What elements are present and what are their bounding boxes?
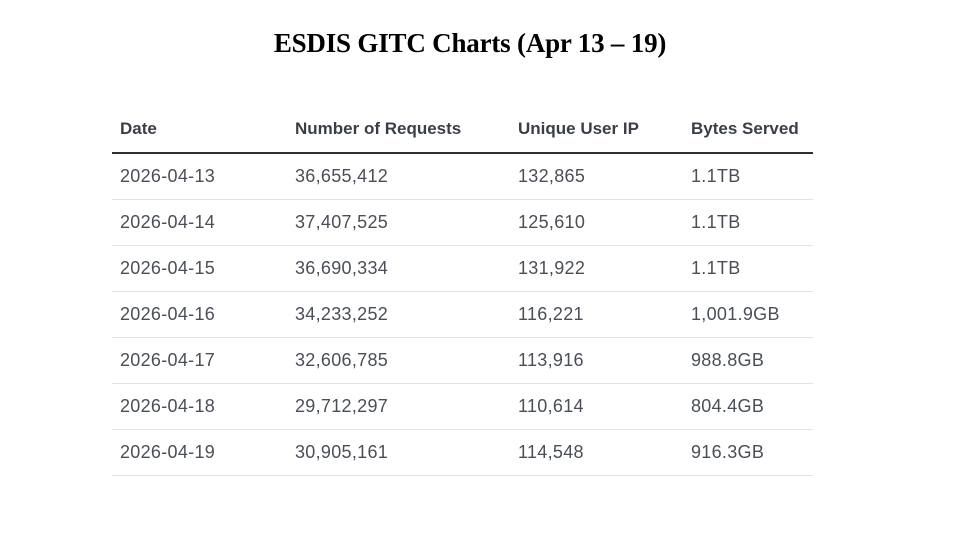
table-row: 2026-04-15 36,690,334 131,922 1.1TB (112, 245, 813, 292)
cell-date: 2026-04-13 (112, 153, 287, 200)
table-row: 2026-04-19 30,905,161 114,548 916.3GB (112, 429, 813, 476)
cell-unique-ip: 113,916 (510, 337, 683, 384)
cell-date: 2026-04-18 (112, 383, 287, 430)
table-row: 2026-04-18 29,712,297 110,614 804.4GB (112, 383, 813, 430)
column-header-date: Date (112, 106, 287, 154)
cell-requests: 30,905,161 (287, 429, 510, 476)
column-header-requests: Number of Requests (287, 106, 510, 154)
table-row: 2026-04-13 36,655,412 132,865 1.1TB (112, 153, 813, 200)
cell-bytes: 1,001.9GB (683, 291, 813, 338)
cell-requests: 36,690,334 (287, 245, 510, 292)
column-header-bytes: Bytes Served (683, 106, 813, 154)
cell-unique-ip: 110,614 (510, 383, 683, 430)
cell-date: 2026-04-16 (112, 291, 287, 338)
cell-date: 2026-04-17 (112, 337, 287, 384)
cell-requests: 36,655,412 (287, 153, 510, 200)
stats-table-container: Date Number of Requests Unique User IP B… (112, 106, 813, 476)
stats-table: Date Number of Requests Unique User IP B… (112, 106, 813, 476)
cell-bytes: 916.3GB (683, 429, 813, 476)
cell-unique-ip: 114,548 (510, 429, 683, 476)
table-row: 2026-04-14 37,407,525 125,610 1.1TB (112, 199, 813, 246)
cell-requests: 37,407,525 (287, 199, 510, 246)
cell-bytes: 1.1TB (683, 245, 813, 292)
cell-bytes: 804.4GB (683, 383, 813, 430)
cell-requests: 29,712,297 (287, 383, 510, 430)
cell-requests: 34,233,252 (287, 291, 510, 338)
cell-date: 2026-04-19 (112, 429, 287, 476)
cell-bytes: 988.8GB (683, 337, 813, 384)
table-header-row: Date Number of Requests Unique User IP B… (112, 106, 813, 154)
table-row: 2026-04-17 32,606,785 113,916 988.8GB (112, 337, 813, 384)
cell-unique-ip: 131,922 (510, 245, 683, 292)
cell-unique-ip: 116,221 (510, 291, 683, 338)
cell-bytes: 1.1TB (683, 199, 813, 246)
page-title: ESDIS GITC Charts (Apr 13 – 19) (273, 28, 667, 58)
cell-date: 2026-04-14 (112, 199, 287, 246)
table-row: 2026-04-16 34,233,252 116,221 1,001.9GB (112, 291, 813, 338)
cell-unique-ip: 132,865 (510, 153, 683, 200)
column-header-unique-ip: Unique User IP (510, 106, 683, 154)
cell-unique-ip: 125,610 (510, 199, 683, 246)
cell-requests: 32,606,785 (287, 337, 510, 384)
cell-date: 2026-04-15 (112, 245, 287, 292)
cell-bytes: 1.1TB (683, 153, 813, 200)
